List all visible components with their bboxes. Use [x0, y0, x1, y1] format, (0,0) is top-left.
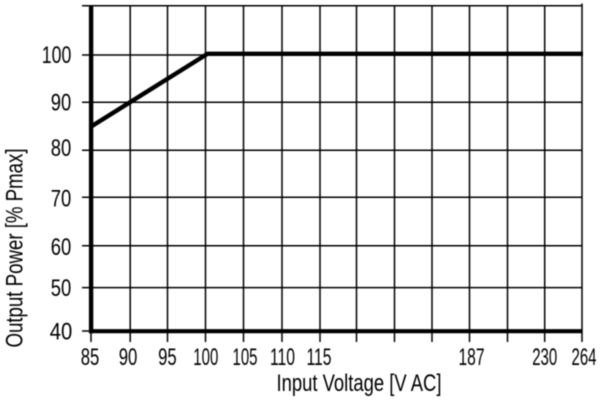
svg-text:110: 110: [270, 344, 295, 371]
svg-text:100: 100: [42, 42, 72, 69]
svg-text:230: 230: [532, 344, 557, 371]
svg-text:85: 85: [81, 344, 100, 371]
svg-text:264: 264: [572, 344, 597, 371]
svg-text:115: 115: [307, 344, 332, 371]
svg-text:Input Voltage [V AC]: Input Voltage [V AC]: [277, 370, 442, 397]
svg-text:40: 40: [50, 318, 73, 345]
svg-text:70: 70: [51, 186, 72, 213]
svg-text:105: 105: [233, 344, 258, 371]
svg-text:95: 95: [158, 344, 177, 371]
svg-text:50: 50: [51, 275, 72, 302]
svg-text:60: 60: [51, 234, 72, 261]
svg-text:187: 187: [459, 344, 485, 371]
svg-text:100: 100: [193, 344, 218, 371]
svg-text:90: 90: [119, 344, 138, 371]
svg-text:80: 80: [51, 135, 72, 162]
svg-text:90: 90: [51, 90, 72, 117]
svg-text:Output Power [% Pmax]: Output Power [% Pmax]: [1, 149, 28, 348]
